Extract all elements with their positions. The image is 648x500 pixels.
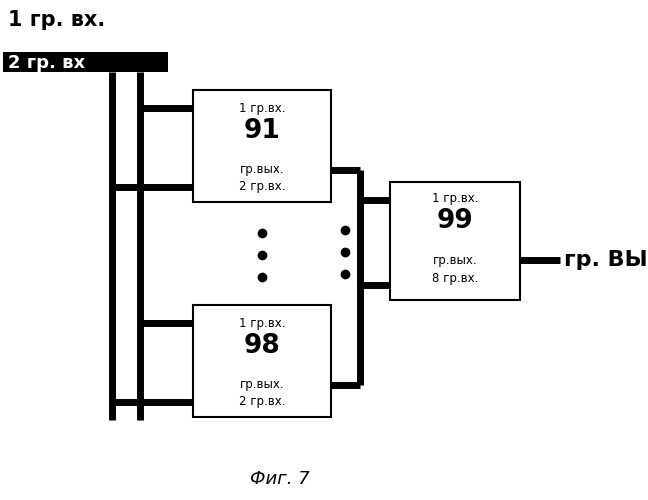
Text: 1 гр. вх.: 1 гр. вх. bbox=[8, 10, 105, 30]
Text: 2 гр. вх: 2 гр. вх bbox=[8, 54, 85, 72]
Bar bbox=[193, 90, 331, 202]
Text: 98: 98 bbox=[244, 333, 281, 359]
Bar bbox=[390, 182, 520, 300]
Text: гр.вых.: гр.вых. bbox=[240, 163, 284, 176]
Text: гр. ВЫХ.: гр. ВЫХ. bbox=[564, 250, 648, 270]
Text: 2 гр.вх.: 2 гр.вх. bbox=[238, 180, 285, 193]
Text: 99: 99 bbox=[437, 208, 474, 234]
Text: 91: 91 bbox=[244, 118, 281, 144]
Text: 1 гр.вх.: 1 гр.вх. bbox=[238, 317, 285, 330]
Text: гр.вых.: гр.вых. bbox=[433, 254, 478, 267]
Text: Фиг. 7: Фиг. 7 bbox=[250, 470, 310, 488]
Bar bbox=[3, 52, 168, 72]
Text: гр.вых.: гр.вых. bbox=[240, 378, 284, 391]
Text: 2 гр.вх.: 2 гр.вх. bbox=[238, 395, 285, 408]
Text: 1 гр.вх.: 1 гр.вх. bbox=[432, 192, 478, 205]
Text: 8 гр.вх.: 8 гр.вх. bbox=[432, 272, 478, 285]
Text: 1 гр.вх.: 1 гр.вх. bbox=[238, 102, 285, 115]
Bar bbox=[193, 305, 331, 417]
